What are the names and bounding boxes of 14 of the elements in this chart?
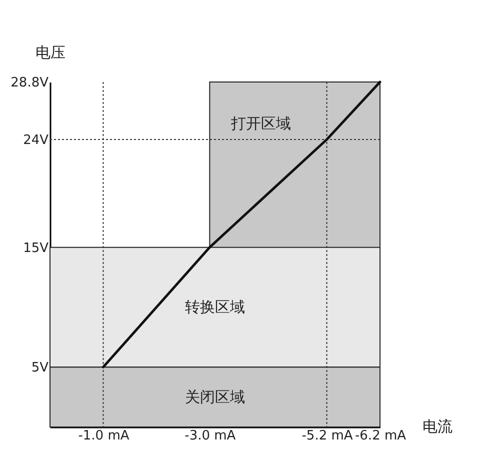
y-tick-label: 24V bbox=[23, 133, 49, 148]
band-label: 转换区域 bbox=[185, 298, 245, 316]
y-tick-label: 15V bbox=[23, 240, 49, 256]
y-axis-title: 电压 bbox=[36, 44, 66, 62]
x-tick-label: -5.2 mA bbox=[302, 428, 353, 444]
y-tick-label: 5V bbox=[31, 360, 49, 376]
x-axis-title: 电流 bbox=[422, 418, 452, 436]
x-tick-label: -1.0 mA bbox=[78, 428, 130, 444]
line-series bbox=[102, 80, 382, 368]
band-label: 关闭区域 bbox=[185, 388, 245, 406]
band-label: 打开区域 bbox=[230, 114, 291, 132]
x-tick-label: -6.2 mA bbox=[354, 428, 406, 444]
x-tick-label: -3.0 mA bbox=[184, 428, 236, 444]
y-tick-label: 28.8V bbox=[10, 76, 49, 90]
